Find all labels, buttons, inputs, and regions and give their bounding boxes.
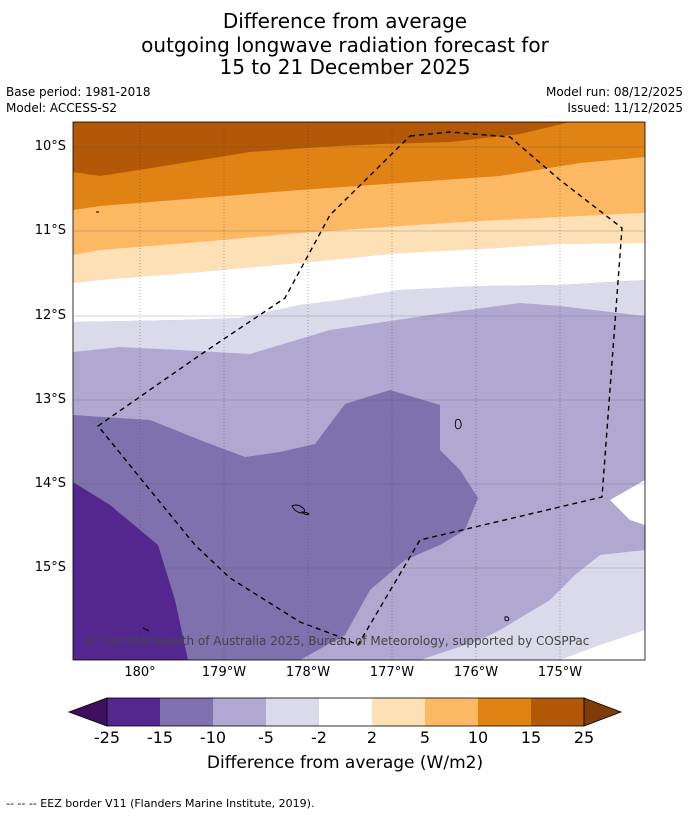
lon-label-178w: 178°W [285, 665, 331, 680]
colorbar-extend-high [583, 697, 623, 727]
lon-label-175w: 175°W [537, 665, 583, 680]
colorbar-title: Difference from average (W/m2) [206, 753, 484, 773]
lon-label-179w: 179°W [201, 665, 247, 680]
island-small-southwest [142, 627, 150, 632]
colorbar-seg-6 [372, 698, 425, 726]
contour-band-minus10 [73, 390, 478, 660]
anomaly-map [72, 121, 646, 661]
contour-band-minus15 [73, 482, 188, 660]
colorbar-extend-low [67, 697, 108, 727]
issued-date: Issued: 11/12/2025 [567, 101, 683, 115]
lat-label-14s: 14°S [34, 476, 66, 491]
cb-tick-10: 25 [573, 728, 595, 747]
colorbar-seg-4 [266, 698, 319, 726]
title-line-2: outgoing longwave radiation forecast for [141, 33, 549, 57]
island-small-south [504, 616, 510, 622]
lat-label-11s: 11°S [34, 223, 66, 238]
cb-tick-9: 15 [520, 728, 542, 747]
contour-band-neutral-lower [560, 630, 645, 660]
island-wallis [454, 418, 462, 430]
base-period: Base period: 1981-2018 [6, 85, 151, 99]
lon-label-180: 180° [124, 665, 156, 680]
cb-tick-1: -25 [93, 728, 121, 747]
cb-tick-3: -10 [199, 728, 227, 747]
lat-label-15s: 15°S [34, 560, 66, 575]
colorbar-seg-7 [425, 698, 478, 726]
map-frame [72, 121, 646, 661]
colorbar-seg-1 [107, 698, 160, 726]
title-line-1: Difference from average [222, 9, 468, 33]
cb-tick-6: 2 [366, 728, 378, 747]
lat-label-13s: 13°S [34, 392, 66, 407]
lon-label-176w: 176°W [453, 665, 499, 680]
lat-gridlines [73, 146, 645, 569]
colorbar [67, 697, 623, 727]
cb-tick-4: -5 [258, 728, 274, 747]
model-name: Model: ACCESS-S2 [6, 101, 118, 115]
colorbar-seg-9 [531, 698, 584, 726]
contour-band-plus15 [73, 122, 570, 176]
contour-band-minus2 [73, 280, 645, 354]
cb-tick-8: 10 [467, 728, 489, 747]
contour-band-neutral [73, 243, 645, 322]
eez-border [96, 131, 623, 646]
contour-band-neutral-right [610, 480, 645, 525]
cb-tick-5: -2 [311, 728, 327, 747]
contour-band-minus2-lower [420, 550, 645, 660]
island-alofi [300, 511, 310, 516]
title-line-3: 15 to 21 December 2025 [219, 55, 471, 79]
colorbar-seg-5 [319, 698, 372, 726]
footnote-eez: -- -- -- EEZ border V11 (Flanders Marine… [6, 797, 315, 810]
lat-label-10s: 10°S [34, 139, 66, 154]
copyright-notice: © Commonwealth of Australia 2025, Bureau… [84, 634, 590, 648]
lat-label-12s: 12°S [34, 308, 66, 323]
lon-label-177w: 177°W [369, 665, 415, 680]
colorbar-seg-2 [160, 698, 213, 726]
cb-tick-7: 5 [419, 728, 431, 747]
model-run: Model run: 08/12/2025 [545, 85, 683, 99]
colorbar-frame [106, 697, 585, 727]
colorbar-seg-8 [478, 698, 531, 726]
cb-tick-2: -15 [146, 728, 174, 747]
island-futuna [291, 504, 306, 514]
colorbar-seg-3 [213, 698, 266, 726]
